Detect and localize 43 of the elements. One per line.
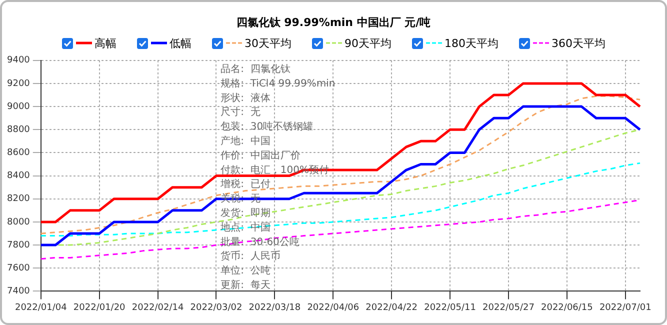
x-tick-label: 2022/03/18 [248,302,301,313]
y-tick-label: 7800 [7,240,30,250]
annotation: 包装: 30吨不锈钢罐 [220,120,314,133]
annotation: 货币: 人民币 [220,250,280,262]
annotation: 发货: 即期 [220,206,270,219]
y-tick-label: 7400 [7,286,30,297]
annotation: 关税: 无 [220,192,260,205]
x-tick-label: 2022/05/11 [424,302,476,313]
x-tick-label: 2022/01/04 [14,302,68,313]
annotation: 形状: 液体 [220,92,270,104]
annotation: 增税: 已付 [220,178,270,190]
annotation: 尺寸: 无 [220,106,260,118]
line-series [40,162,641,237]
y-tick-label: 8200 [7,194,30,204]
legend-label: 180天平均 [444,36,498,50]
legend-label: 30天平均 [244,36,292,50]
annotation: 产地: 中国 [220,134,270,147]
x-tick-label: 2022/04/22 [366,302,418,313]
y-tick-label: 8000 [7,217,30,228]
legend-label: 360天平均 [552,36,606,50]
y-tick-label: 8800 [7,124,30,135]
x-tick-label: 2022/03/02 [190,302,242,313]
annotation: 规格: TiCl4 99.99%min [220,77,336,90]
y-tick-label: 9200 [7,78,30,89]
x-tick-label: 2022/01/20 [73,302,126,313]
legend-label: 90天平均 [344,36,392,50]
x-tick-label: 2022/04/06 [307,302,360,313]
chart-title: 四氯化钛 99.99%min 中国出厂 元/吨 [235,15,432,30]
y-tick-label: 9400 [7,56,30,66]
annotation: 作价: 中国出厂价 [220,149,300,162]
y-tick-label: 7600 [7,263,30,274]
y-tick-label: 8400 [7,171,30,182]
x-tick-label: 2022/02/14 [132,302,184,313]
y-tick-label: 8600 [7,148,30,158]
x-tick-label: 2022/06/15 [541,302,593,313]
annotation: 更新: 每天 [220,278,270,291]
annotation: 单位: 公吨 [220,264,270,277]
y-tick-label: 9000 [7,102,30,112]
x-tick-label: 2022/07/01 [599,302,652,313]
legend-label: 低幅 [170,36,192,50]
legend-label: 高幅 [94,36,116,50]
annotation: 品名: 四氯化钛 [220,62,290,75]
x-tick-label: 2022/05/27 [482,302,534,313]
